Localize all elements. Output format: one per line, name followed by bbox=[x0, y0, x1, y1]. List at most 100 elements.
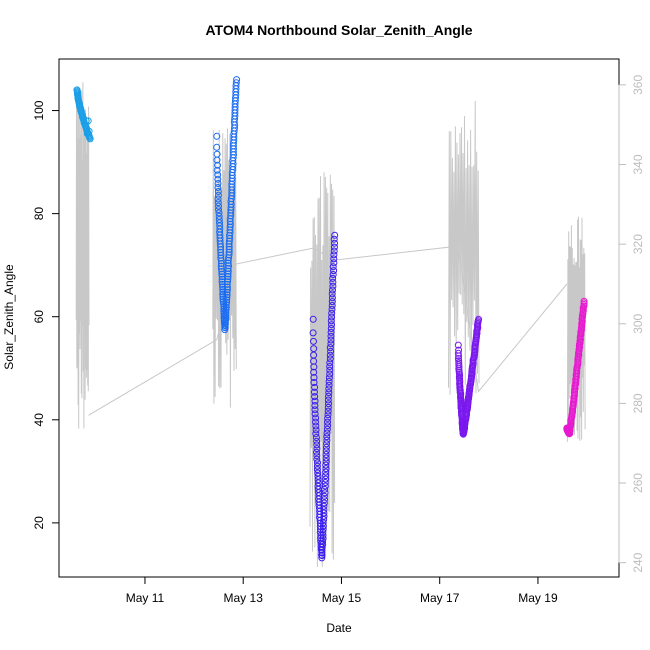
data-point bbox=[328, 302, 336, 309]
data-point bbox=[213, 156, 221, 164]
data-point bbox=[327, 328, 335, 336]
data-point bbox=[322, 451, 330, 458]
data-point bbox=[215, 209, 223, 217]
data-points-layer bbox=[73, 76, 588, 562]
data-point bbox=[215, 202, 222, 210]
data-point bbox=[326, 344, 334, 352]
data-point bbox=[214, 191, 222, 199]
data-point bbox=[222, 311, 230, 318]
secondary-spike-group-1 bbox=[75, 82, 90, 429]
data-point bbox=[224, 273, 232, 280]
data-point bbox=[223, 283, 231, 291]
data-point bbox=[86, 135, 94, 143]
data-point bbox=[330, 255, 338, 263]
y2-tick-label: 340 bbox=[631, 154, 645, 174]
series-pass-5 bbox=[563, 297, 588, 438]
data-point bbox=[223, 291, 231, 299]
data-point bbox=[232, 79, 240, 87]
data-point bbox=[329, 263, 337, 271]
data-point bbox=[329, 286, 336, 294]
data-point bbox=[325, 385, 333, 393]
data-point bbox=[214, 175, 222, 183]
data-point bbox=[223, 288, 231, 296]
data-point bbox=[327, 332, 335, 340]
x-tick-label: May 17 bbox=[420, 591, 460, 605]
data-point bbox=[318, 554, 326, 562]
series-pass-1 bbox=[73, 86, 94, 143]
data-point bbox=[311, 406, 319, 414]
data-point bbox=[327, 336, 335, 344]
data-point bbox=[310, 374, 318, 381]
data-point bbox=[313, 441, 321, 449]
data-point bbox=[314, 479, 322, 487]
x-tick-label: May 11 bbox=[126, 591, 165, 605]
data-point bbox=[222, 308, 230, 316]
data-point bbox=[320, 512, 328, 520]
data-point bbox=[319, 522, 327, 530]
data-point bbox=[320, 516, 328, 523]
data-point bbox=[324, 407, 332, 415]
data-point bbox=[330, 243, 338, 251]
data-point bbox=[214, 180, 222, 187]
data-point bbox=[214, 199, 222, 207]
data-point bbox=[325, 392, 332, 400]
data-point bbox=[322, 447, 330, 455]
data-point bbox=[217, 260, 225, 267]
data-point bbox=[222, 301, 230, 309]
data-point bbox=[319, 519, 327, 527]
data-point bbox=[325, 389, 333, 397]
y-tick-label: 60 bbox=[32, 310, 46, 324]
data-point bbox=[311, 397, 319, 405]
data-point bbox=[323, 440, 330, 448]
data-point bbox=[310, 345, 318, 353]
data-point bbox=[329, 282, 337, 290]
secondary-spike-group-5 bbox=[566, 216, 586, 442]
data-point bbox=[312, 426, 320, 434]
data-point bbox=[314, 459, 321, 467]
data-point bbox=[314, 469, 322, 477]
data-point bbox=[329, 271, 337, 278]
data-point bbox=[321, 489, 329, 497]
data-point bbox=[218, 268, 226, 275]
data-point bbox=[83, 130, 91, 138]
data-point bbox=[327, 347, 335, 355]
data-point bbox=[311, 402, 319, 409]
data-point bbox=[321, 496, 328, 504]
y-tick-label: 20 bbox=[32, 516, 46, 530]
data-point bbox=[224, 265, 232, 272]
data-point bbox=[313, 448, 320, 456]
data-point bbox=[324, 411, 332, 419]
data-point bbox=[222, 303, 230, 311]
data-point bbox=[314, 472, 322, 480]
secondary-spike-group-4 bbox=[448, 100, 480, 395]
data-point bbox=[327, 340, 335, 348]
data-point bbox=[331, 231, 339, 239]
data-point bbox=[233, 76, 241, 84]
data-point bbox=[321, 485, 329, 493]
data-point bbox=[326, 363, 334, 370]
data-point bbox=[321, 479, 329, 486]
data-point bbox=[312, 434, 320, 441]
data-point bbox=[221, 320, 229, 328]
data-point bbox=[320, 492, 328, 500]
data-point bbox=[309, 329, 317, 337]
data-point bbox=[313, 466, 321, 474]
data-point bbox=[223, 298, 231, 306]
data-point bbox=[217, 254, 225, 262]
data-point bbox=[324, 422, 332, 430]
data-point bbox=[310, 368, 318, 376]
data-point bbox=[322, 465, 330, 473]
data-point bbox=[328, 294, 336, 302]
data-point bbox=[215, 206, 222, 214]
data-point bbox=[328, 298, 336, 306]
data-point bbox=[313, 437, 321, 445]
data-point bbox=[222, 315, 230, 323]
data-point bbox=[475, 315, 483, 323]
data-point bbox=[322, 461, 330, 469]
y-axis-label: Solar_Zenith_Angle bbox=[2, 264, 16, 370]
data-point bbox=[222, 313, 230, 321]
y-tick-label: 80 bbox=[32, 207, 46, 221]
x-axis-label: Date bbox=[326, 621, 352, 635]
secondary-spike-group-3 bbox=[309, 172, 336, 568]
